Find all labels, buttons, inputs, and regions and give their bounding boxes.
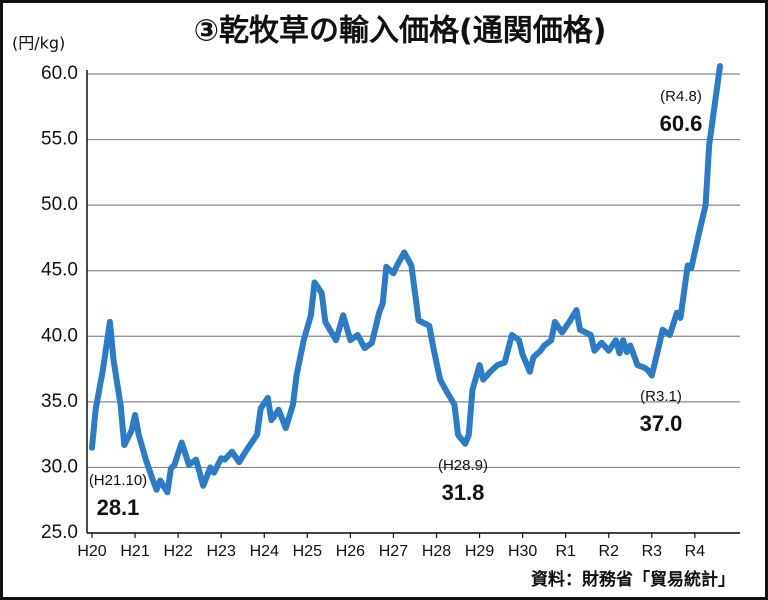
x-tick-label: H26 [336,543,365,560]
y-tick-label: 35.0 [41,391,78,412]
annotation-value: 60.6 [660,111,703,136]
x-tick-label: R3 [642,543,663,560]
annotation-value: 37.0 [640,411,683,436]
x-tick-label: H24 [250,543,279,560]
x-tick-label: H29 [465,543,494,560]
y-tick-label: 50.0 [41,194,78,215]
annotation-value: 28.1 [97,495,140,520]
annotation-label: (H21.10) [89,472,147,489]
annotation-label: (H28.9) [438,457,488,474]
x-tick-label: H30 [508,543,537,560]
annotation-value: 31.8 [442,480,485,505]
annotation-label: (R3.1) [640,388,682,405]
y-tick-label: 25.0 [41,522,78,543]
x-tick-label: R1 [555,543,576,560]
x-tick-label: H27 [379,543,408,560]
y-tick-label: 45.0 [41,260,78,281]
chart-title: ③乾牧草の輸入価格(通関価格) [194,14,607,49]
y-tick-label: 55.0 [41,129,78,150]
x-tick-label: H28 [422,543,451,560]
x-tick-label: H25 [293,543,322,560]
y-axis-unit: (円/kg) [12,34,65,53]
source: 資料：財務省「貿易統計」 [531,569,735,590]
x-tick-label: R4 [685,543,706,560]
x-tick-label: H22 [163,543,192,560]
y-tick-label: 60.0 [41,63,78,84]
y-tick-label: 30.0 [41,456,78,477]
x-tick-label: H20 [77,543,106,560]
x-tick-label: H21 [120,543,149,560]
annotation-label: (R4.8) [660,88,702,105]
data-line [89,63,723,496]
x-tick-label: H23 [207,543,236,560]
y-tick-label: 40.0 [41,325,78,346]
x-tick-label: R2 [599,543,620,560]
